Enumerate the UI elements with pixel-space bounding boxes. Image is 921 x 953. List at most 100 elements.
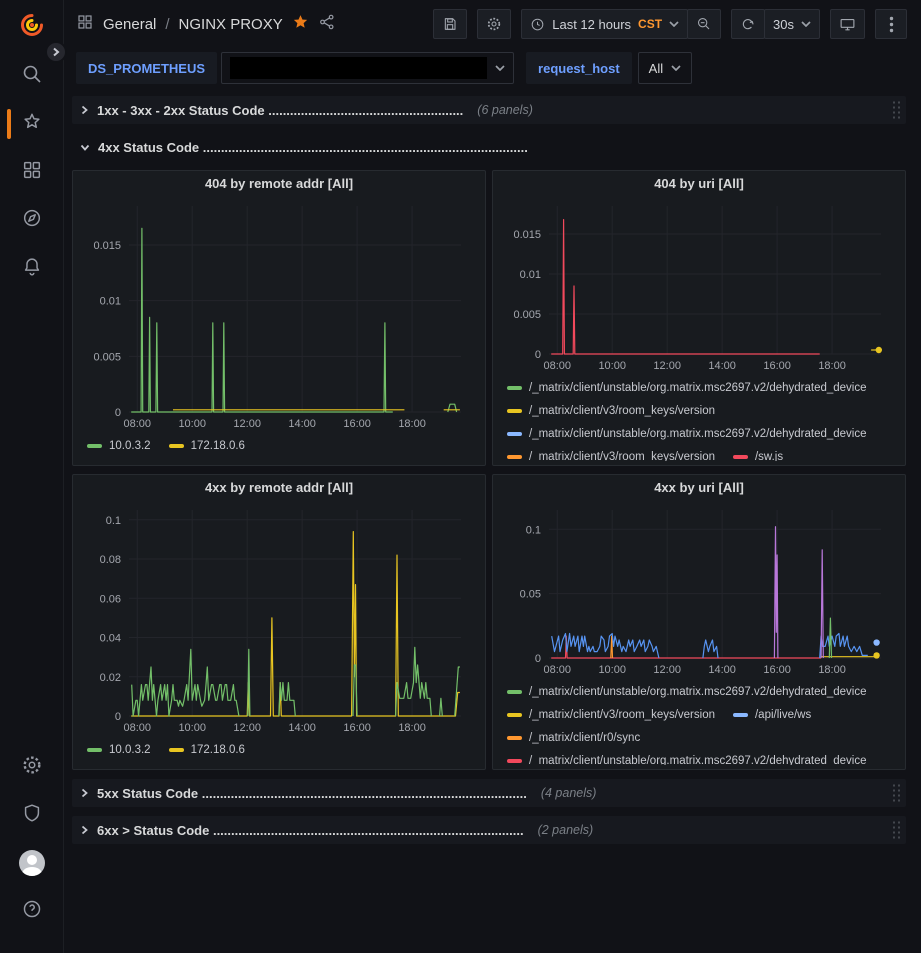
legend-item[interactable]: /_matrix/client/unstable/org.matrix.msc2… — [507, 749, 867, 765]
sidebar-item-starred[interactable] — [0, 109, 64, 139]
series-line — [131, 227, 393, 413]
variable-label-ds-prometheus[interactable]: DS_PROMETHEUS — [76, 52, 218, 84]
svg-text:08:00: 08:00 — [123, 722, 151, 734]
series-line — [551, 632, 660, 659]
variable-label-request-host[interactable]: request_host — [526, 52, 632, 84]
tv-mode-button[interactable] — [830, 9, 865, 39]
svg-text:0.01: 0.01 — [520, 269, 541, 281]
series-line — [610, 635, 614, 659]
legend-item[interactable]: /_matrix/client/v3/room_keys/version — [507, 703, 715, 726]
svg-text:0.02: 0.02 — [100, 672, 121, 684]
legend-label: /_matrix/client/v3/room_keys/version — [529, 450, 715, 462]
svg-text:0.1: 0.1 — [526, 524, 541, 536]
row-drag-handle-icon[interactable] — [893, 821, 900, 839]
legend-item[interactable]: 10.0.3.2 — [87, 434, 151, 457]
row-drag-handle-icon[interactable] — [893, 784, 900, 802]
sidebar-item-explore[interactable] — [0, 208, 64, 232]
favorite-star-icon[interactable] — [292, 14, 309, 35]
time-series-chart[interactable]: 08:00 10:00 12:00 14:00 16:00 18:00 0 0.005 0.01… — [83, 198, 475, 432]
sidebar-item-help[interactable] — [0, 899, 64, 923]
kebab-menu-button[interactable] — [875, 9, 907, 39]
sidebar-item-alerting[interactable] — [0, 256, 64, 280]
row-panel-count: (4 panels) — [540, 786, 597, 800]
chevron-down-icon — [669, 21, 679, 27]
legend-label: /_matrix/client/v3/room_keys/version — [529, 708, 715, 721]
row-6xx[interactable]: 6xx > Status Code ......................… — [72, 816, 906, 844]
row-1xx-3xx-2xx[interactable]: 1xx - 3xx - 2xx Status Code ............… — [72, 96, 906, 124]
sidebar-item-server-admin[interactable] — [0, 803, 64, 827]
sidebar-item-profile[interactable] — [0, 850, 64, 876]
series-line — [278, 682, 296, 717]
variable-value-ds-prometheus[interactable] — [221, 52, 515, 84]
sidebar-item-dashboards[interactable] — [0, 160, 64, 184]
legend-item[interactable]: 172.18.0.6 — [168, 434, 245, 457]
sidebar-expand-button[interactable] — [45, 41, 67, 63]
sidebar — [0, 0, 64, 953]
grafana-logo-icon[interactable] — [15, 8, 49, 42]
svg-text:14:00: 14:00 — [288, 722, 316, 734]
svg-text:0.015: 0.015 — [513, 229, 541, 241]
help-icon — [21, 898, 43, 925]
refresh-button[interactable] — [731, 9, 766, 39]
legend-item[interactable]: 172.18.0.6 — [168, 738, 245, 761]
legend-swatch — [87, 747, 102, 752]
svg-text:0: 0 — [535, 349, 541, 361]
legend-swatch — [507, 385, 522, 390]
chart-legend: 10.0.3.2 172.18.0.6 — [83, 432, 475, 461]
panel-title[interactable]: 404 by remote addr [All] — [204, 176, 354, 191]
dashboard-title[interactable]: NGINX PROXY — [178, 15, 283, 33]
row-5xx[interactable]: 5xx Status Code ........................… — [72, 779, 906, 807]
legend-label: /_matrix/client/v3/room_keys/version — [529, 404, 715, 417]
row-drag-handle-icon[interactable] — [893, 101, 900, 119]
time-series-chart[interactable]: 08:00 10:00 12:00 14:00 16:00 18:00 0 0.005 0.01… — [503, 198, 895, 374]
variable-value-request-host[interactable]: All — [637, 52, 693, 84]
time-series-chart[interactable]: 08:00 10:00 12:00 14:00 16:00 18:00 0 0.02 0.04 0… — [83, 502, 475, 736]
sidebar-item-configuration[interactable] — [0, 755, 64, 779]
series-line — [447, 403, 458, 413]
legend-item[interactable]: 10.0.3.2 — [87, 738, 151, 761]
legend-item[interactable]: /_matrix/client/unstable/org.matrix.msc2… — [507, 376, 867, 399]
share-icon[interactable] — [318, 13, 336, 35]
series-line — [131, 648, 240, 717]
legend-item[interactable]: /_matrix/client/unstable/org.matrix.msc2… — [507, 422, 867, 445]
row-panel-count: (2 panels) — [537, 823, 594, 837]
legend-swatch — [732, 712, 748, 717]
svg-text:0.06: 0.06 — [100, 593, 121, 605]
svg-text:14:00: 14:00 — [288, 418, 316, 430]
svg-text:16:00: 16:00 — [343, 418, 371, 430]
sidebar-item-search[interactable] — [0, 64, 64, 88]
dashboard-header: General / NGINX PROXY — [64, 0, 921, 48]
panel-title[interactable]: 4xx by remote addr [All] — [204, 480, 354, 495]
panel-title[interactable]: 404 by uri [All] — [654, 176, 744, 191]
dashboard-settings-button[interactable] — [477, 9, 512, 39]
zoom-out-time-button[interactable] — [687, 9, 722, 39]
refresh-interval-picker[interactable]: 30s — [764, 9, 820, 39]
series-line — [131, 531, 460, 717]
svg-text:12:00: 12:00 — [653, 664, 681, 676]
svg-text:0: 0 — [115, 407, 121, 419]
legend-label: 172.18.0.6 — [190, 439, 245, 452]
svg-text:0.05: 0.05 — [520, 589, 541, 601]
panel-title[interactable]: 4xx by uri [All] — [654, 480, 744, 495]
svg-text:0.005: 0.005 — [513, 309, 541, 321]
legend-item[interactable]: /_matrix/client/r0/sync — [507, 726, 640, 749]
legend-item[interactable]: /api/live/ws — [732, 703, 811, 726]
svg-text:08:00: 08:00 — [123, 418, 151, 430]
save-dashboard-button[interactable] — [433, 9, 468, 39]
svg-text:16:00: 16:00 — [763, 664, 791, 676]
svg-text:08:00: 08:00 — [543, 360, 571, 372]
legend-item[interactable]: /sw.js — [732, 445, 783, 461]
legend-swatch — [507, 735, 522, 740]
row-4xx[interactable]: 4xx Status Code ........................… — [72, 133, 906, 161]
time-range-picker[interactable]: Last 12 hours CST — [521, 9, 689, 39]
legend-swatch — [507, 712, 522, 717]
time-series-chart[interactable]: 08:00 10:00 12:00 14:00 16:00 18:00 0 0.05 0.1 — [503, 502, 895, 678]
legend-item[interactable]: /_matrix/client/v3/room_keys/version — [507, 399, 715, 422]
apps-grid-icon[interactable] — [76, 13, 94, 35]
series-line — [395, 646, 432, 717]
legend-label: 10.0.3.2 — [109, 439, 151, 452]
time-controls: Last 12 hours CST — [521, 9, 722, 39]
legend-item[interactable]: /_matrix/client/v3/room_keys/version — [507, 445, 715, 461]
legend-item[interactable]: /_matrix/client/unstable/org.matrix.msc2… — [507, 680, 867, 703]
breadcrumb-section[interactable]: General — [103, 15, 157, 33]
